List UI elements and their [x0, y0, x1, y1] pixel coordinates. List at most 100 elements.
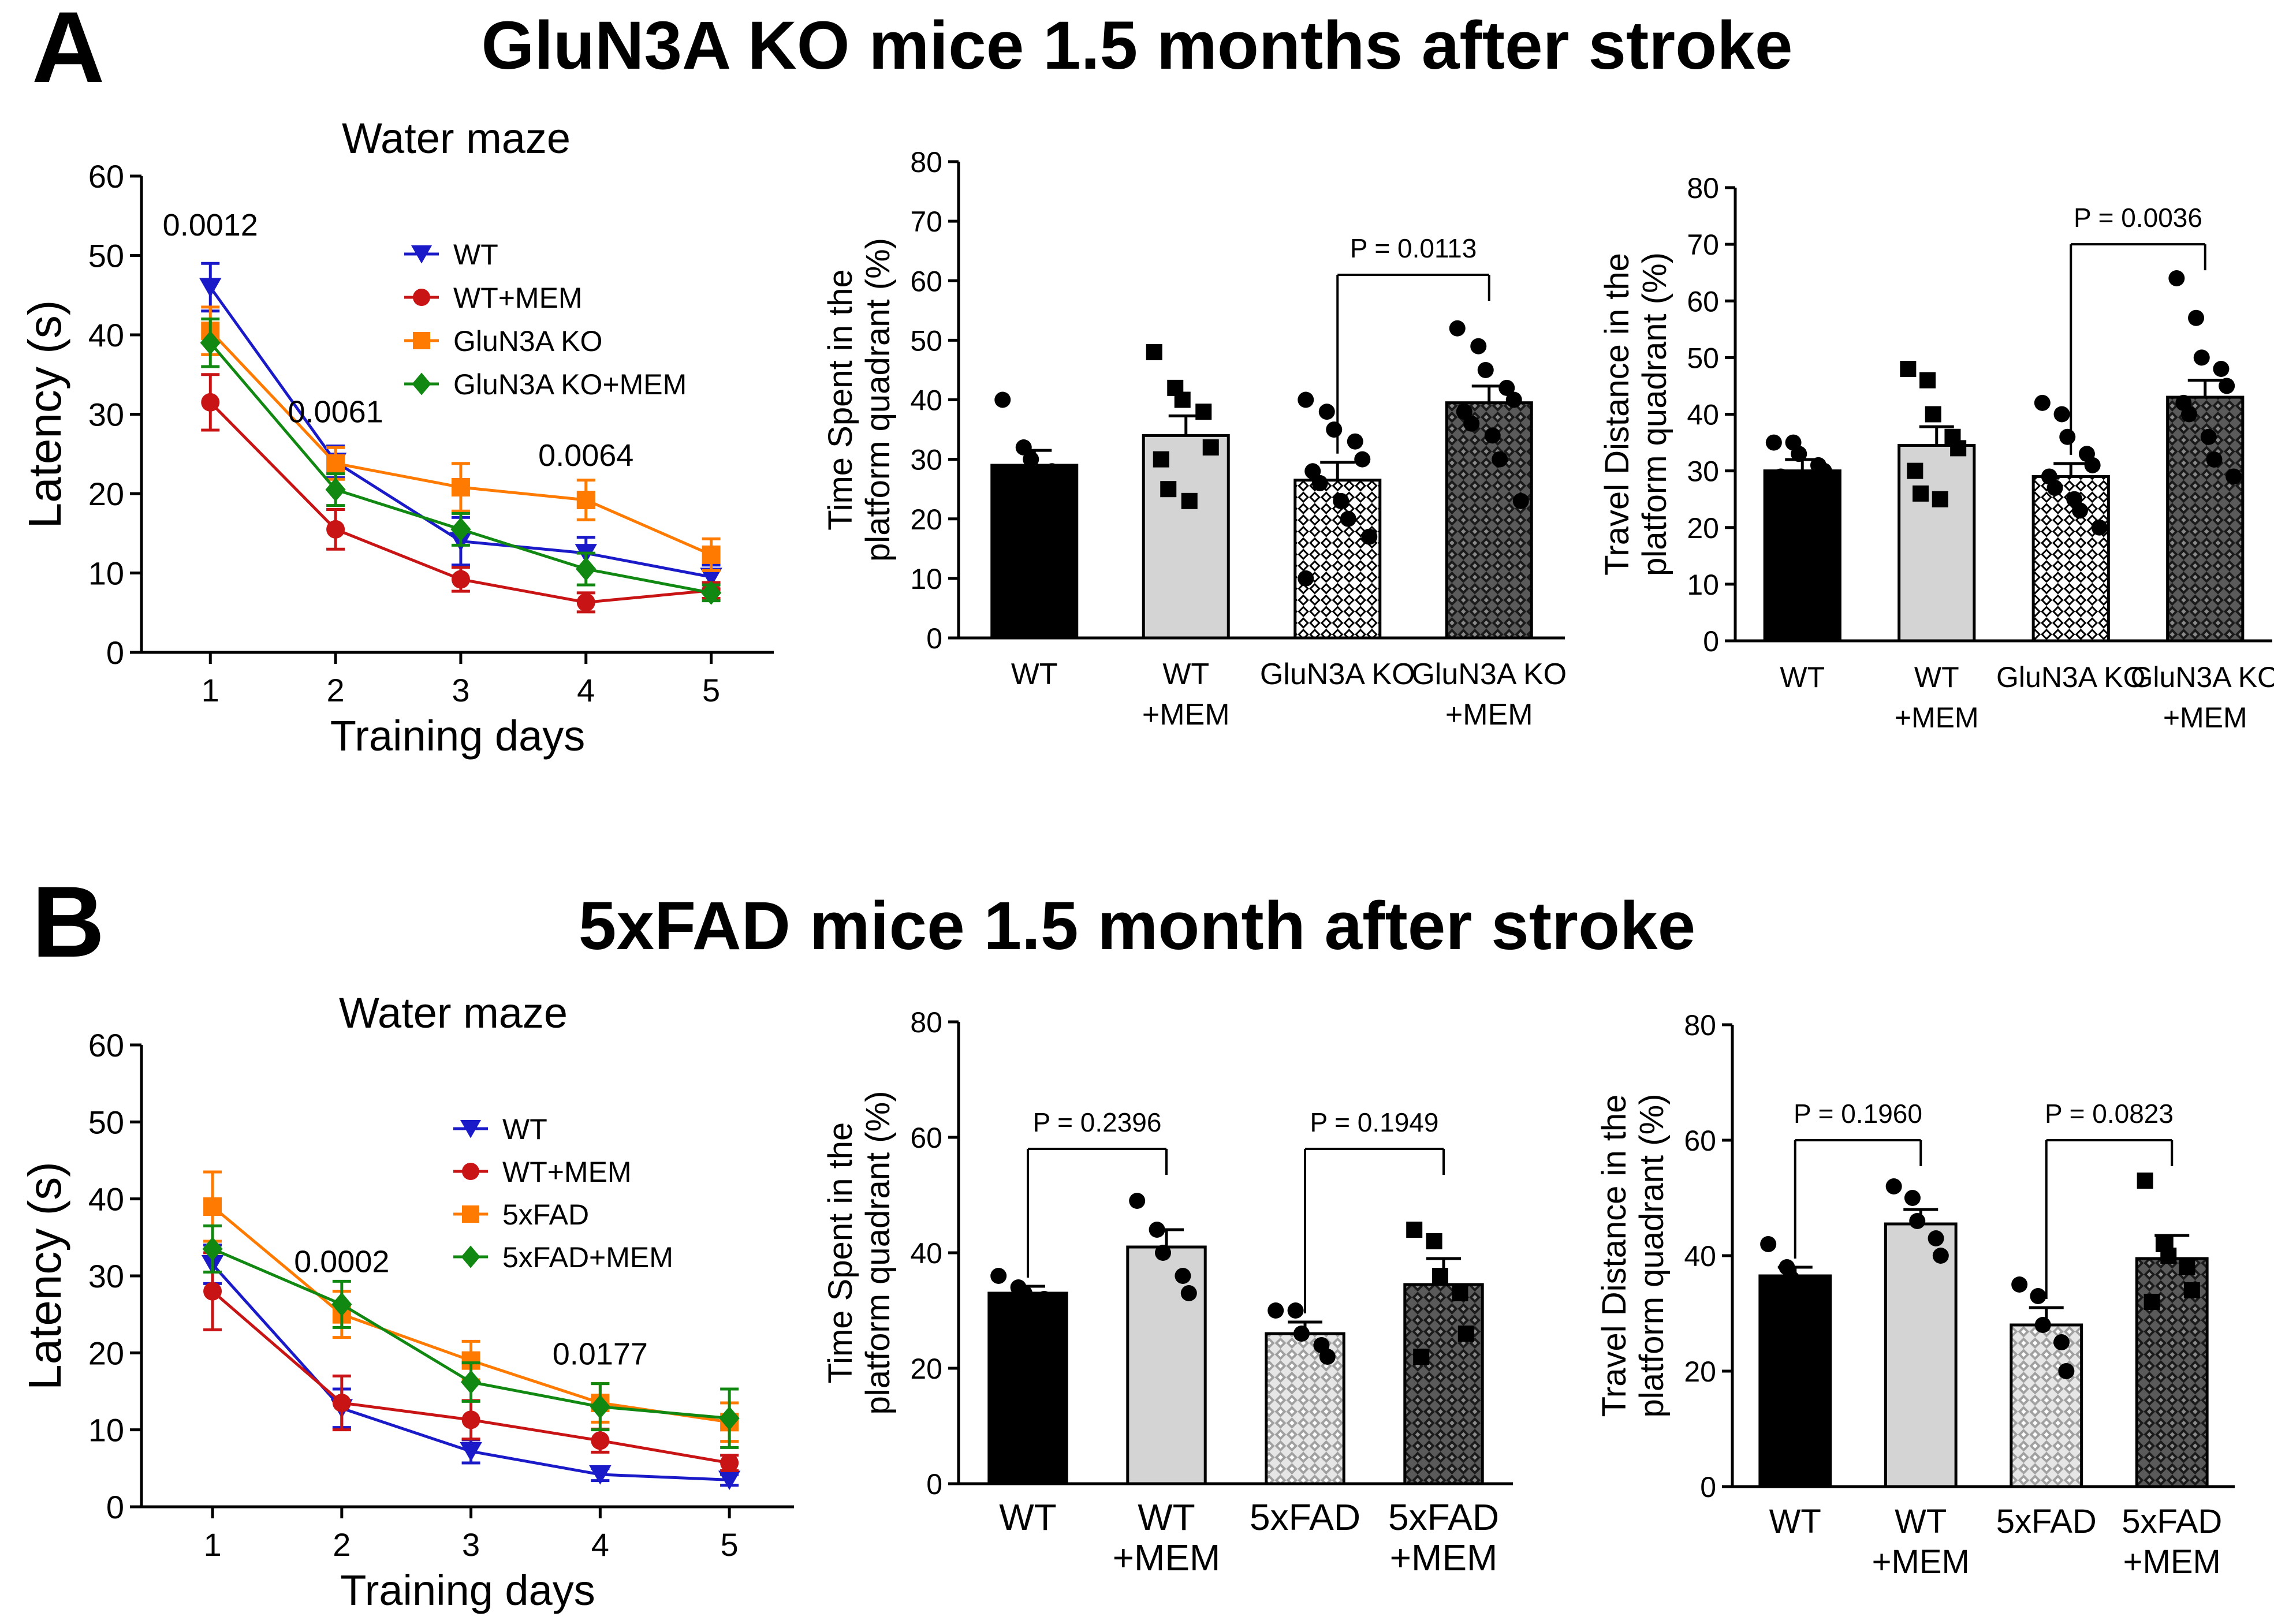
legend-entry: GluN3A KO+MEM — [453, 368, 687, 401]
bar-group — [1293, 391, 1382, 640]
bar-group — [2010, 1276, 2083, 1488]
x-tick-label: 5xFAD — [1388, 1496, 1499, 1538]
data-point — [2160, 1248, 2177, 1264]
y-tick-label: 10 — [88, 1412, 124, 1448]
p-value-label: P = 0.0113 — [1350, 233, 1477, 263]
data-point — [326, 454, 345, 473]
legend-entry: 5xFAD+MEM — [502, 1241, 673, 1274]
data-point — [2193, 349, 2210, 366]
y-tick-label: 60 — [910, 265, 942, 297]
data-point — [1406, 1222, 1423, 1238]
x-tick-label: 5xFAD — [1996, 1503, 2097, 1540]
bar-group — [990, 391, 1079, 640]
data-point — [1885, 1178, 1902, 1194]
x-axis-label: Training days — [330, 712, 585, 760]
data-point — [460, 1370, 482, 1394]
data-point — [2168, 270, 2185, 286]
data-point — [1498, 379, 1515, 396]
data-point — [576, 593, 595, 612]
data-point — [460, 1442, 482, 1462]
legend-marker — [462, 1205, 479, 1223]
y-tick-label: 0 — [1703, 625, 1719, 658]
y-axis-label-line2: platform quadrant (%) — [1636, 252, 1673, 576]
x-axis-label: Training days — [340, 1566, 595, 1614]
x-tick-label: WT — [1138, 1496, 1195, 1538]
y-tick-label: 0 — [1700, 1471, 1716, 1503]
x-tick-label: 3 — [452, 672, 469, 708]
data-point — [1361, 528, 1378, 545]
comparison-bracket: P = 0.1960 — [1794, 1099, 1922, 1259]
y-axis-label-line1: Time Spent in the — [822, 1122, 859, 1383]
x-tick-label: +MEM — [1445, 698, 1533, 731]
legend-entry: 5xFAD — [502, 1199, 589, 1231]
data-point — [1477, 361, 1494, 378]
data-point — [1950, 440, 1967, 457]
data-point — [1175, 1268, 1191, 1284]
data-point — [326, 520, 345, 539]
y-tick-label: 80 — [1684, 1009, 1716, 1041]
y-tick-label: 0 — [926, 1468, 942, 1500]
data-point — [1287, 1302, 1304, 1319]
data-point — [2071, 502, 2088, 519]
data-point — [994, 391, 1011, 408]
data-point — [1512, 492, 1529, 509]
data-point — [1008, 487, 1025, 503]
data-point — [1928, 1230, 1944, 1246]
y-tick-label: 50 — [910, 324, 942, 357]
data-point — [1016, 1285, 1032, 1301]
x-tick-label: 5xFAD — [1250, 1496, 1360, 1538]
data-point — [331, 1292, 352, 1317]
A-line-chart: 0 10 20 30 40 50 60 1 2 3 4 5 Water maze Training day… — [19, 114, 774, 760]
bar-group — [987, 1268, 1068, 1485]
data-point — [200, 330, 221, 355]
p-value-annotation: 0.0177 — [553, 1336, 648, 1371]
data-point — [1333, 492, 1350, 509]
data-point — [1925, 406, 1941, 423]
data-point — [2179, 1259, 2195, 1275]
data-point — [2183, 1282, 2200, 1298]
y-tick-label: 0 — [106, 634, 124, 671]
data-point — [2225, 468, 2242, 485]
data-point — [1783, 1271, 1800, 1287]
bar-group — [1126, 1193, 1207, 1485]
data-point — [1015, 439, 1032, 456]
data-point — [590, 1394, 610, 1419]
p-value-label: P = 0.0036 — [2074, 203, 2202, 233]
y-tick-label: 50 — [88, 238, 124, 274]
x-tick-label: GluN3A KO — [1260, 658, 1415, 691]
bar-group — [2135, 1173, 2209, 1488]
x-tick-label: +MEM — [1895, 701, 1979, 734]
series-glun3a-ko — [201, 305, 721, 572]
bar — [1126, 1245, 1207, 1485]
data-point — [1907, 462, 1923, 479]
x-tick-label: +MEM — [1113, 1537, 1221, 1578]
data-point — [2034, 1317, 2051, 1333]
bar-group — [1445, 320, 1533, 640]
data-point — [1492, 451, 1508, 468]
x-tick-label: GluN3A KO — [2131, 661, 2274, 693]
data-point — [589, 1465, 612, 1485]
data-point — [1298, 391, 1314, 408]
x-tick-label: WT — [1780, 661, 1825, 693]
data-point — [2188, 309, 2205, 326]
bar — [987, 1291, 1068, 1485]
data-point — [2030, 1288, 2046, 1304]
data-point — [1268, 1302, 1284, 1319]
x-tick-label: WT — [1011, 658, 1058, 691]
y-tick-label: 60 — [910, 1122, 942, 1154]
panel-a-title: GluN3A KO mice 1.5 months after stroke — [481, 8, 1793, 84]
legend-marker — [411, 245, 432, 264]
data-point — [203, 1197, 222, 1216]
bar — [1763, 469, 1841, 643]
data-point — [2084, 457, 2101, 473]
x-tick-label: +MEM — [2163, 701, 2247, 734]
x-tick-label: 2 — [327, 672, 345, 708]
data-point — [2137, 1173, 2153, 1189]
data-point — [202, 1237, 223, 1261]
data-point — [325, 477, 346, 502]
data-point — [1816, 462, 1832, 479]
p-value-label: P = 0.2396 — [1033, 1107, 1162, 1137]
x-tick-label: +MEM — [1390, 1537, 1498, 1578]
comparison-bracket: P = 0.0036 — [2070, 203, 2206, 455]
